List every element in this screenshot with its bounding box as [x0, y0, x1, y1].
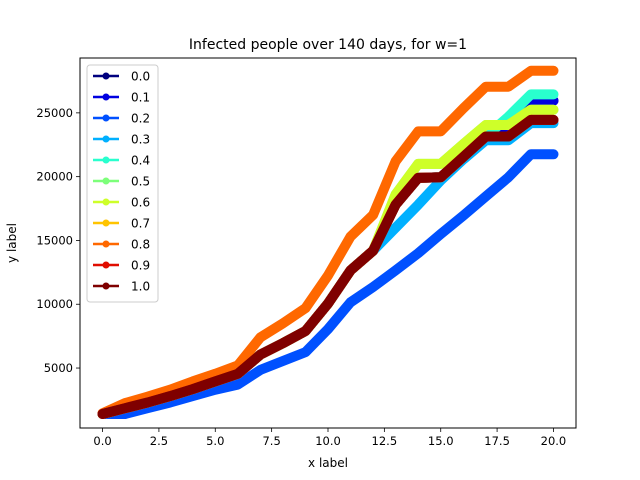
legend-marker	[102, 114, 110, 122]
x-tick-label: 15.0	[428, 434, 454, 448]
legend-label: 0.6	[131, 196, 150, 210]
legend-label: 0.2	[131, 112, 150, 126]
legend-marker	[102, 240, 110, 248]
x-axis-label: x label	[308, 456, 348, 470]
legend-label: 0.5	[131, 175, 150, 189]
y-tick-label: 20000	[36, 170, 73, 184]
y-axis-label: y label	[5, 223, 19, 263]
legend-label: 1.0	[131, 280, 150, 294]
x-tick-label: 2.5	[150, 434, 168, 448]
legend-marker	[102, 72, 110, 80]
legend-label: 0.0	[131, 70, 150, 84]
legend: 0.0 0.1 0.2 0.3 0.4 0.5 0.6 0.7 0.8 0.9 1.0	[86, 64, 159, 303]
legend-marker	[102, 156, 110, 164]
legend-label: 0.9	[131, 259, 150, 273]
y-tick-label: 15000	[36, 233, 73, 247]
series-layer	[97, 65, 559, 419]
y-tick-label: 10000	[36, 297, 73, 311]
series-line-0.2	[97, 149, 559, 419]
x-axis: 0.0 2.5 5.0 7.5 10.0 12.5 15.0 17.5 20.0	[93, 428, 566, 448]
legend-marker	[102, 135, 110, 143]
legend-marker	[102, 177, 110, 185]
x-tick-label: 0.0	[93, 434, 111, 448]
legend-label: 0.3	[131, 133, 150, 147]
legend-marker	[102, 219, 110, 227]
legend-label: 0.1	[131, 91, 150, 105]
legend-label: 0.4	[131, 154, 150, 168]
y-tick-label: 5000	[44, 361, 73, 375]
x-tick-label: 12.5	[372, 434, 398, 448]
series-line-1.0	[97, 114, 559, 419]
x-tick-label: 20.0	[541, 434, 567, 448]
legend-marker	[102, 261, 110, 269]
legend-label: 0.8	[131, 238, 150, 252]
legend-label: 0.7	[131, 217, 150, 231]
legend-marker	[102, 93, 110, 101]
x-tick-label: 7.5	[262, 434, 280, 448]
series-line-0.8	[97, 65, 559, 419]
y-axis: 5000 10000 15000 20000 25000	[36, 106, 80, 375]
x-tick-label: 5.0	[206, 434, 224, 448]
x-tick-label: 17.5	[484, 434, 510, 448]
legend-marker	[102, 282, 110, 290]
x-tick-label: 10.0	[315, 434, 341, 448]
legend-marker	[102, 198, 110, 206]
y-tick-label: 25000	[36, 106, 73, 120]
chart-title: Infected people over 140 days, for w=1	[189, 37, 467, 53]
